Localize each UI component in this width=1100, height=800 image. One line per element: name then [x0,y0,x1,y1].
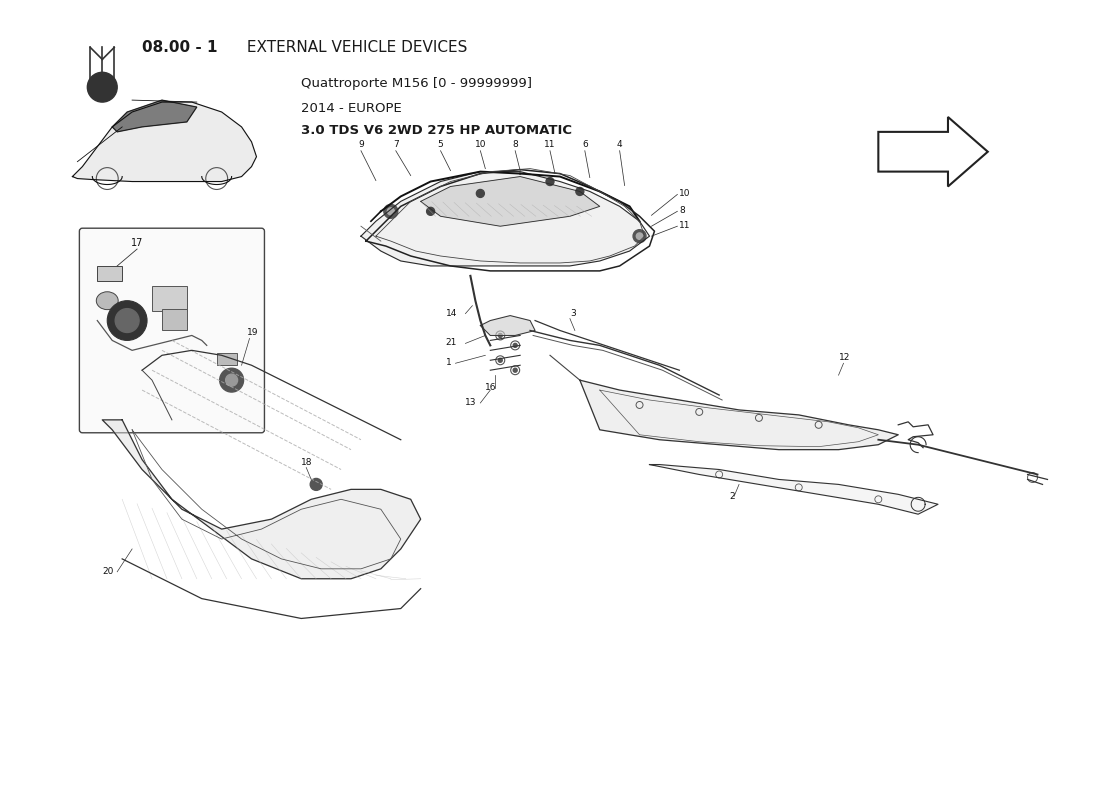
Text: 13: 13 [465,398,477,407]
Text: 6: 6 [582,140,587,149]
Bar [152,286,187,310]
Text: 8: 8 [513,140,518,149]
Circle shape [310,478,322,490]
Text: 10: 10 [474,140,486,149]
Circle shape [514,368,517,372]
Bar [97,266,122,281]
Text: 18: 18 [301,458,312,466]
Circle shape [498,334,503,338]
Text: Quattroporte M156 [0 - 99999999]: Quattroporte M156 [0 - 99999999] [301,78,532,90]
Polygon shape [649,465,938,514]
Text: 11: 11 [544,140,556,149]
Circle shape [220,368,243,392]
Polygon shape [420,177,600,226]
Ellipse shape [97,292,118,310]
Circle shape [427,207,434,215]
Text: 8: 8 [680,206,685,215]
Circle shape [107,301,147,341]
FancyBboxPatch shape [79,228,264,433]
Circle shape [116,309,139,333]
Text: 16: 16 [485,383,497,392]
Text: 11: 11 [680,222,691,230]
Bar [162,309,187,330]
Text: 4: 4 [617,140,623,149]
Polygon shape [878,117,988,186]
Text: 21: 21 [446,338,456,347]
Text: EXTERNAL VEHICLE DEVICES: EXTERNAL VEHICLE DEVICES [242,40,466,55]
Text: 9: 9 [359,140,364,149]
Circle shape [384,204,398,218]
Text: 14: 14 [446,309,456,318]
Text: 5: 5 [438,140,443,149]
Polygon shape [361,171,649,266]
Text: 7: 7 [393,140,398,149]
Polygon shape [102,420,420,578]
Circle shape [498,358,503,362]
Polygon shape [73,102,256,182]
Text: 3.0 TDS V6 2WD 275 HP AUTOMATIC: 3.0 TDS V6 2WD 275 HP AUTOMATIC [301,124,572,137]
Text: 20: 20 [102,566,113,576]
Circle shape [634,230,646,242]
Polygon shape [481,315,535,335]
Text: 2: 2 [729,492,735,502]
Bar [217,354,236,366]
Circle shape [476,190,484,198]
Text: 10: 10 [680,190,691,198]
Text: 19: 19 [246,329,258,338]
Circle shape [546,178,554,186]
Text: 1: 1 [446,358,451,367]
Text: 12: 12 [838,354,850,362]
Polygon shape [112,100,197,132]
Text: 17: 17 [131,238,143,248]
Circle shape [226,374,238,386]
Polygon shape [580,380,899,450]
Circle shape [514,343,517,347]
Circle shape [387,208,394,214]
Circle shape [87,72,118,102]
Text: 08.00 - 1: 08.00 - 1 [142,40,218,55]
Circle shape [636,233,642,239]
Text: 3: 3 [570,309,575,318]
Circle shape [576,187,584,195]
Text: 2014 - EUROPE: 2014 - EUROPE [301,102,402,115]
